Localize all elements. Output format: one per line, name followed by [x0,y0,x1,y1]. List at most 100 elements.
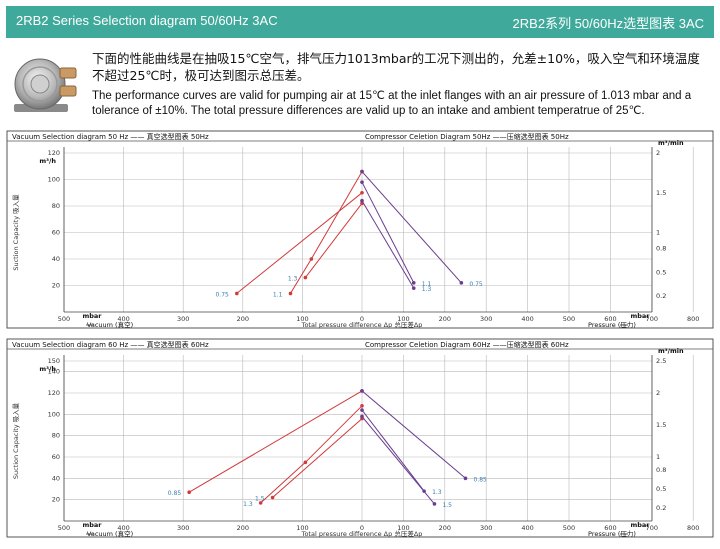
chart-title-vacuum: Vacuum Selection diagram 50 Hz —— 真空选型图表… [12,132,209,141]
blower-product-photo [14,58,77,112]
vacuum-label: Vacuum (真空) [87,529,133,538]
series-label-1.5: 1.5 [442,502,452,509]
compressor-point [411,281,416,285]
y-tick-label-right: 0.8 [656,466,666,474]
x-tick-label-pressure: 200 [439,315,451,323]
y-axis-label: Suction Capacity 吸入量 [12,402,20,479]
y-unit-left: m³/h [39,365,56,373]
compressor-point [411,286,416,290]
x-tick-label-pressure: 700 [646,524,658,532]
compressor-curve-1.5 [361,416,435,505]
x-tick-label-vacuum: 0 [360,524,364,532]
y-tick-label-right: 0.2 [656,504,666,512]
x-tick-label-vacuum: 100 [296,315,308,323]
series-label-0.75: 0.75 [469,281,483,288]
x-tick-label-vacuum: 100 [296,524,308,532]
chart-frame [6,130,714,329]
y-tick-label-left: 120 [48,389,60,397]
series-label-1.1: 1.1 [422,281,432,288]
compressor-point [360,414,364,419]
x-unit-vacuum: mbar [82,521,102,529]
y-tick-label-left: 40 [52,255,60,263]
compressor-point [360,169,364,174]
pressure-label: Pressure (压力) [588,320,636,329]
x-tick-label-vacuum: 400 [117,315,129,323]
y-tick-label-right: 0.2 [656,292,666,300]
x-tick-label-pressure: 100 [397,524,409,532]
y-tick-label-right: 2.5 [656,357,666,365]
chart-frame [6,338,714,538]
y-tick-label-right: 1.5 [656,421,666,429]
x-tick-label-pressure: 300 [480,524,492,532]
x-unit-vacuum: mbar [82,312,102,320]
x-tick-label-pressure: 600 [604,524,616,532]
header-banner: 2RB2 Series Selection diagram 50/60Hz 3A… [6,6,714,38]
x-tick-label-pressure: 400 [521,524,533,532]
x-tick-label-pressure: 300 [480,315,492,323]
y-tick-label-left: 60 [52,453,60,461]
compressor-point [360,198,364,203]
y-tick-label-left: 60 [52,229,60,237]
compressor-point [360,408,364,412]
x-tick-label-pressure: 400 [521,315,533,323]
y-tick-label-left: 140 [48,368,60,376]
chart-title-compressor: Compressor Celetion Diagram 50Hz ——压缩选型图… [365,132,569,141]
series-label-1.5: 1.5 [255,496,265,503]
compressor-point [432,502,437,506]
x-tick-label-pressure: 800 [687,524,699,532]
y-tick-label-left: 20 [52,496,60,504]
x-tick-label-vacuum: 200 [237,524,249,532]
vacuum-point [309,257,314,261]
y-tick-label-left: 100 [48,410,60,418]
y-unit-left: m³/h [39,157,56,165]
vacuum-point [270,495,275,500]
compressor-point [463,476,468,481]
y-tick-label-left: 80 [52,432,60,440]
pressure-label: Pressure (压力) [588,529,636,538]
y-unit-right: m³/min [658,139,684,147]
chart-title-vacuum: Vacuum Selection diagram 60 Hz —— 真空选型图表… [12,340,209,349]
x-tick-label-vacuum: 500 [58,524,70,532]
chart-title-compressor: Compressor Celetion Diagram 60Hz ——压缩选型图… [365,340,569,349]
x-tick-label-pressure: 800 [687,315,699,323]
y-tick-label-right: 0.5 [656,268,666,276]
vacuum-curve-1.5 [272,418,363,498]
y-tick-label-right: 1 [656,453,660,461]
compressor-point [459,281,464,285]
x-tick-label-pressure: 200 [439,524,451,532]
y-tick-label-right: 2 [656,149,660,157]
x-tick-label-pressure: 600 [604,315,616,323]
y-unit-right: m³/min [658,347,684,355]
vacuum-point [360,190,364,195]
vacuum-point [360,404,364,408]
series-label-1.1: 1.1 [273,291,283,298]
x-tick-label-pressure: 100 [397,315,409,323]
x-tick-label-pressure: 500 [563,524,575,532]
vacuum-point [288,291,293,296]
x-unit-pressure: mbar [630,312,650,320]
compressor-curve-1.3 [361,200,415,289]
y-tick-label-left: 120 [48,149,60,157]
x-tick-label-vacuum: 0 [360,315,364,323]
x-tick-label-vacuum: 300 [177,524,189,532]
y-tick-label-right: 1 [656,229,660,237]
series-label-1.3: 1.3 [243,501,253,508]
vacuum-curve-0.85 [188,390,363,493]
vacuum-point [258,501,263,505]
y-tick-label-left: 150 [48,357,60,365]
series-label-0.85: 0.85 [168,490,182,497]
compressor-curve-1.3 [361,409,425,492]
vacuum-point [187,490,191,495]
compressor-curve-1.1 [361,181,415,284]
y-tick-label-left: 80 [52,202,60,210]
series-label-0.75: 0.75 [215,291,229,298]
compressor-point [360,389,364,393]
x-tick-label-pressure: 700 [646,315,658,323]
header-title-right: 2RB2系列 50/60Hz选型图表 3AC [512,16,704,31]
intro-text-block: 下面的性能曲线是在抽吸15℃空气，排气压力1013mbar的工况下测出的，允差±… [92,50,702,119]
x-tick-label-pressure: 500 [563,315,575,323]
vacuum-label: Vacuum (真空) [87,320,133,329]
x-unit-pressure: mbar [630,521,650,529]
compressor-curve-0.75 [361,171,462,284]
